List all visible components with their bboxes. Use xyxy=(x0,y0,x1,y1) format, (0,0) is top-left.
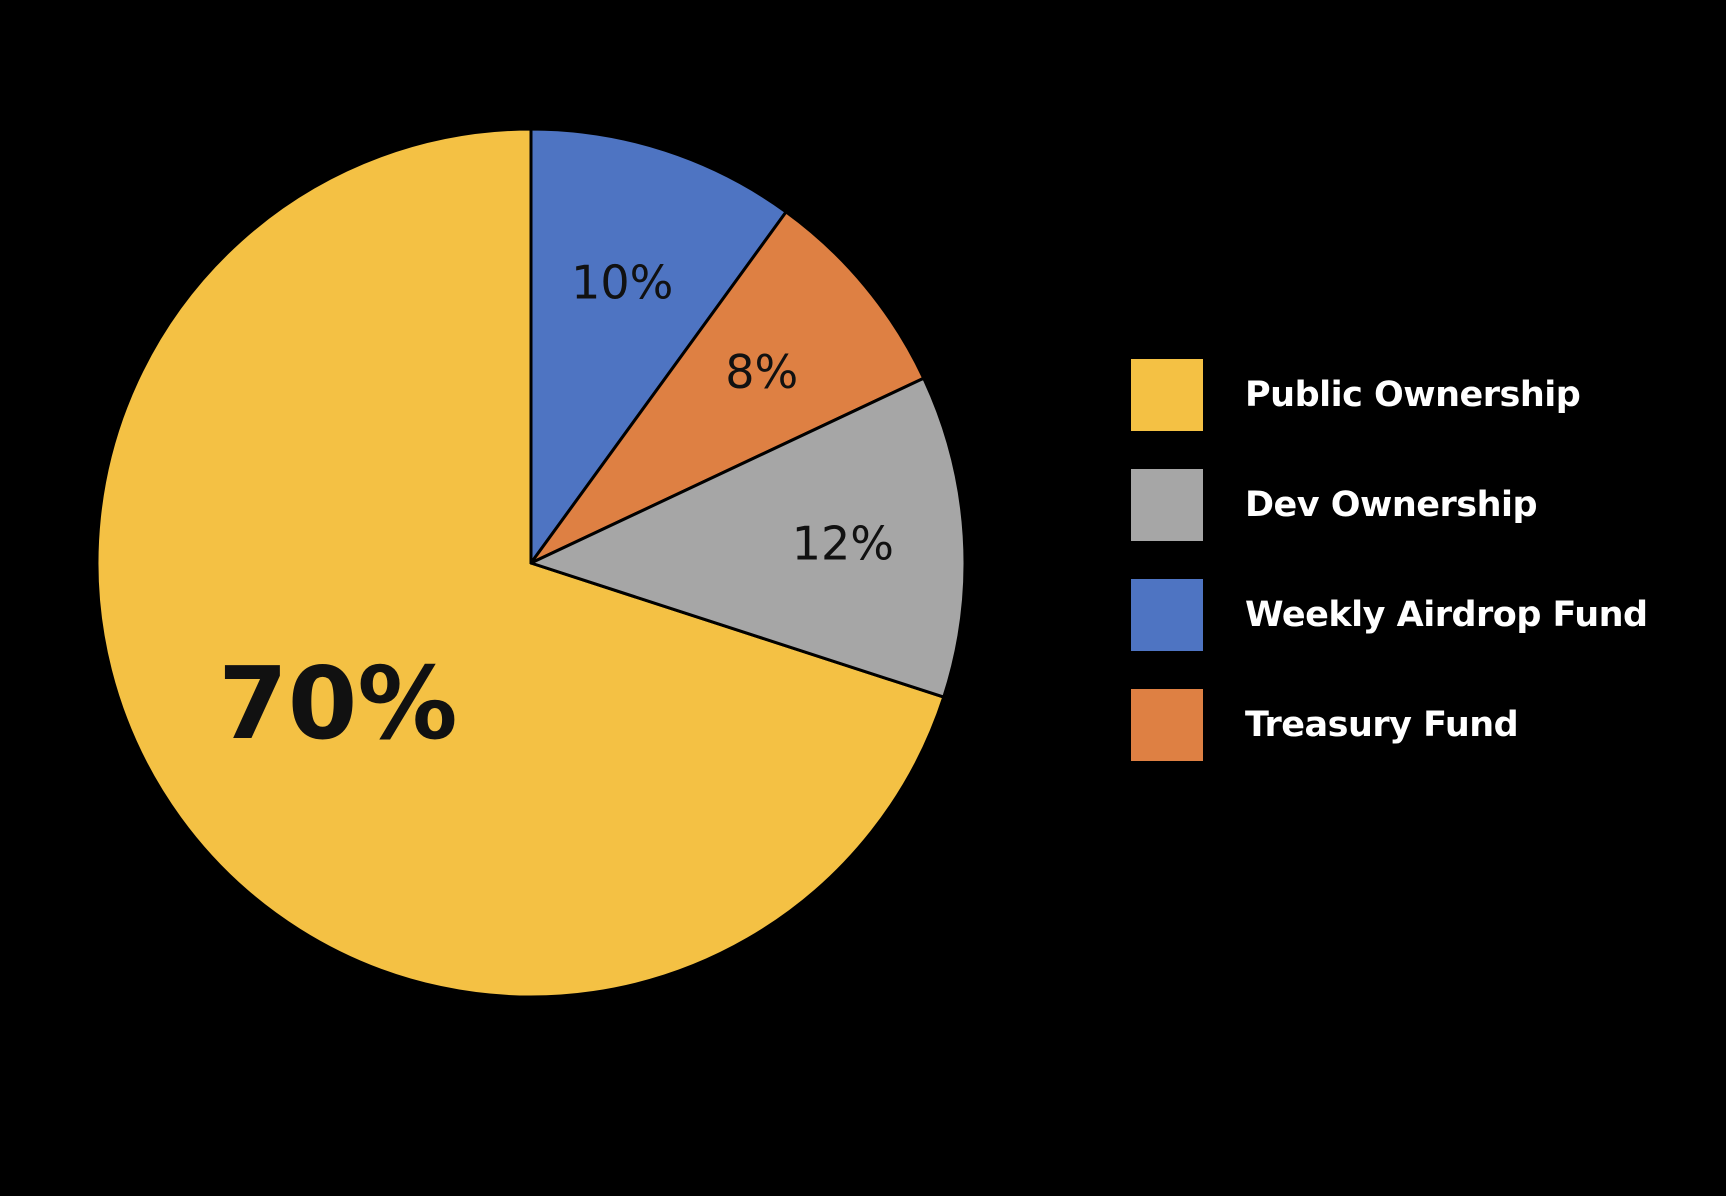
pie-label-treasury-fund: 8% xyxy=(725,345,798,399)
legend-swatch xyxy=(1131,359,1203,431)
pie-label-public-ownership: 70% xyxy=(218,645,457,762)
pie-slice-dev-ownership xyxy=(529,376,967,699)
legend-item-public-ownership: Public Ownership xyxy=(1131,359,1581,431)
legend-label: Dev Ownership xyxy=(1245,485,1538,525)
pie-slice-public-ownership xyxy=(95,127,946,999)
pie-slices xyxy=(95,127,967,999)
legend-swatch xyxy=(1131,689,1203,761)
legend-label: Treasury Fund xyxy=(1245,705,1519,745)
legend-item-dev-ownership: Dev Ownership xyxy=(1131,469,1538,541)
legend-item-treasury-fund: Treasury Fund xyxy=(1131,689,1519,761)
pie-label-weekly-airdrop-fund: 10% xyxy=(571,255,673,309)
pie-label-dev-ownership: 12% xyxy=(792,516,894,570)
legend-swatch xyxy=(1131,579,1203,651)
pie-slice-labels: 70% 10% 8% 12% xyxy=(218,255,894,761)
legend-label: Public Ownership xyxy=(1245,375,1581,415)
pie-slice-treasury-fund xyxy=(529,210,926,565)
pie-slice-weekly-airdrop-fund xyxy=(529,127,788,565)
legend-item-weekly-airdrop-fund: Weekly Airdrop Fund xyxy=(1131,579,1648,651)
legend-swatch xyxy=(1131,469,1203,541)
legend-label: Weekly Airdrop Fund xyxy=(1245,595,1648,635)
